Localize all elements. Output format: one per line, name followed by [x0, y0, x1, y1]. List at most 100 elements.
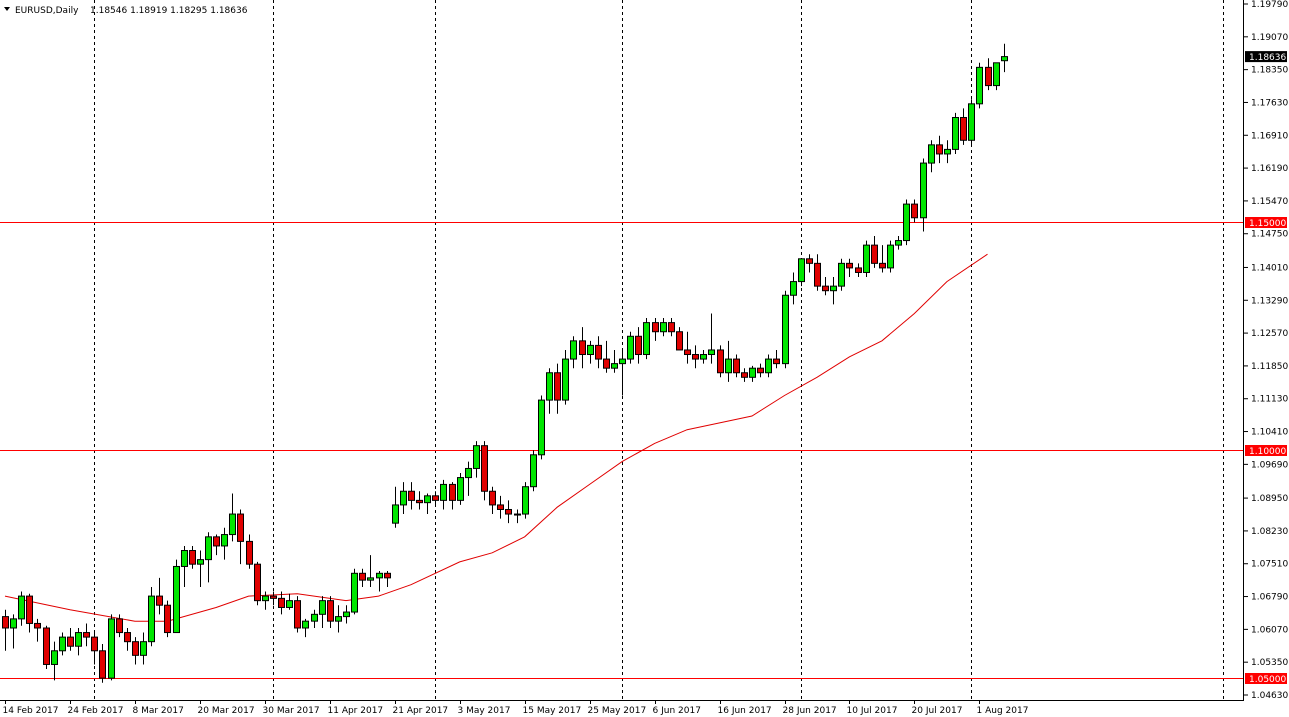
candle-body: [684, 349, 691, 356]
candle: [83, 623, 90, 647]
candle-body: [928, 144, 935, 164]
candle-body: [676, 331, 683, 351]
candle-body: [554, 372, 561, 401]
x-tick-label: 11 Apr 2017: [328, 706, 384, 716]
candle-body: [773, 358, 780, 365]
candle: [189, 545, 196, 569]
candle-body: [838, 262, 845, 287]
candle-body: [635, 335, 642, 356]
candle: [343, 605, 350, 624]
candle-body: [806, 258, 813, 264]
candle-body: [91, 636, 98, 652]
candle: [944, 140, 951, 164]
candle-body: [968, 103, 975, 141]
candle: [294, 596, 301, 633]
candle: [75, 627, 82, 656]
y-tick-label: 1.15470: [1251, 197, 1288, 207]
candle-body: [351, 572, 358, 613]
candle: [668, 318, 675, 337]
candle-body: [855, 267, 862, 273]
candle: [798, 258, 805, 287]
candle-body: [903, 203, 910, 242]
candle-body: [887, 244, 894, 269]
candle-body: [570, 340, 577, 360]
candle-body: [530, 454, 537, 488]
candle: [579, 327, 586, 369]
candle-body: [741, 372, 748, 378]
x-tick-label: 16 Jun 2017: [718, 706, 772, 716]
x-tick-label: 21 Apr 2017: [393, 706, 449, 716]
candle: [611, 349, 618, 373]
candle: [497, 495, 504, 519]
candle: [993, 62, 1000, 91]
candle-body: [270, 595, 277, 599]
candle: [116, 614, 123, 638]
candle-body: [473, 445, 480, 469]
x-tick-label: 28 Jun 2017: [783, 706, 837, 716]
ohlc-values: 1.18546 1.18919 1.18295 1.18636: [90, 6, 248, 16]
candle: [603, 340, 610, 373]
candle: [34, 618, 41, 642]
candle-body: [814, 262, 821, 287]
price-axis: 1.19790 1.19070 1.18350 1.17630 1.16910 1.161…: [1244, 0, 1288, 701]
x-tick-label: 25 May 2017: [588, 706, 647, 716]
candle: [213, 534, 220, 556]
candle-body: [67, 636, 74, 647]
candle: [765, 354, 772, 378]
candle-body: [34, 622, 41, 629]
x-tick-label: 20 Mar 2017: [198, 706, 255, 716]
x-tick-label: 20 Jul 2017: [912, 706, 963, 716]
candle: [838, 258, 845, 291]
candle-body: [229, 513, 236, 536]
candle: [108, 614, 115, 681]
candle: [643, 318, 650, 360]
candle-body: [725, 358, 732, 374]
candle-body: [643, 322, 650, 356]
candle: [733, 354, 740, 378]
level-labels: 1.15000 1.10000 1.05000: [1245, 217, 1287, 685]
candle-body: [43, 627, 50, 665]
candle: [473, 441, 480, 478]
candle-body: [757, 367, 764, 374]
candle-body: [181, 550, 188, 567]
candle-body: [376, 572, 383, 579]
candle-body: [562, 358, 569, 401]
candle: [376, 571, 383, 592]
candle: [254, 561, 261, 606]
candle: [635, 327, 642, 364]
candle-body: [1001, 56, 1008, 62]
candle: [782, 290, 789, 369]
candle-body: [302, 620, 309, 629]
y-tick-label: 1.11850: [1251, 362, 1288, 372]
candle: [181, 545, 188, 587]
candle-body: [384, 572, 391, 579]
candle-body: [749, 367, 756, 378]
candle: [554, 363, 561, 414]
candle: [43, 625, 50, 670]
dropdown-triangle-icon[interactable]: [4, 7, 10, 11]
candle: [879, 245, 886, 273]
candle-body: [538, 399, 545, 456]
candle-body: [733, 358, 740, 374]
x-tick-label: 30 Mar 2017: [263, 706, 320, 716]
candle: [976, 62, 983, 109]
candle: [10, 614, 17, 649]
candle: [221, 527, 228, 560]
candle: [619, 349, 626, 396]
candle-body: [140, 641, 147, 656]
candle-body: [156, 595, 163, 606]
candle-body: [944, 148, 951, 155]
candle: [968, 99, 975, 145]
candle: [302, 618, 309, 638]
candle-body: [627, 335, 634, 360]
candle-body: [294, 600, 301, 629]
candle-body: [603, 358, 610, 369]
y-tick-label: 1.08950: [1251, 494, 1288, 504]
candle-body: [822, 285, 829, 292]
candle-body: [782, 294, 789, 365]
candle: [692, 345, 699, 369]
candle: [400, 482, 407, 515]
candle-body: [327, 600, 334, 622]
candle: [985, 58, 992, 91]
